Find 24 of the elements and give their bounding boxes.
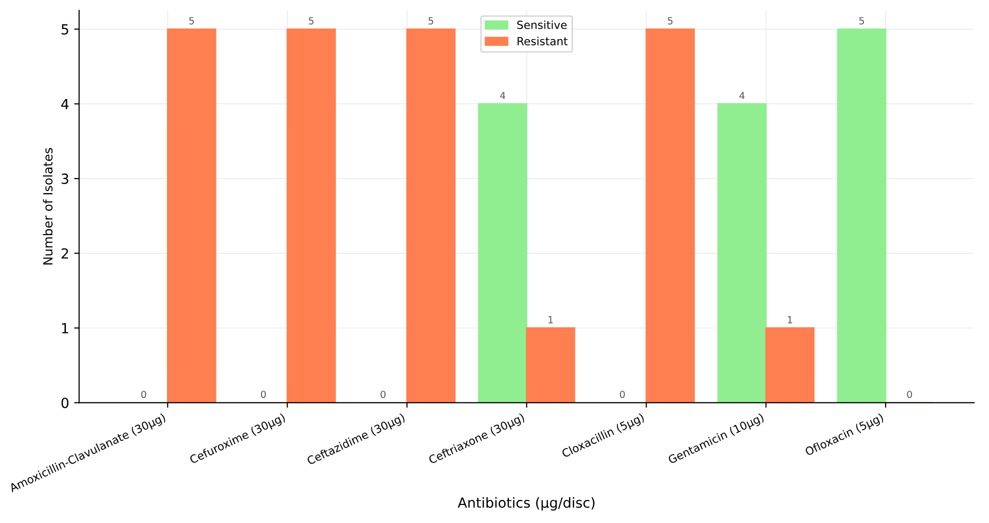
data-label: 0 xyxy=(141,390,146,398)
data-label: 1 xyxy=(548,316,553,324)
data-label: 4 xyxy=(500,92,506,100)
y-tick-label: 2 xyxy=(62,248,68,259)
y-tick-label: 3 xyxy=(62,174,68,184)
legend-label: Resistant xyxy=(518,36,568,46)
y-tick-label: 0 xyxy=(61,398,68,408)
data-label: 0 xyxy=(380,390,386,398)
y-tick-label: 4 xyxy=(61,99,69,110)
y-axis-title: Number of Isolates xyxy=(42,148,53,265)
data-label: 4 xyxy=(739,92,745,100)
data-label: 0 xyxy=(620,390,625,398)
x-axis-title: Antibiotics (µg/disc) xyxy=(458,497,594,511)
data-label: 1 xyxy=(788,316,792,324)
data-label: 5 xyxy=(668,17,672,24)
y-tick-label: 5 xyxy=(62,24,68,35)
y-tick-label: 1 xyxy=(62,323,68,334)
data-label: 0 xyxy=(907,390,912,398)
data-label: 0 xyxy=(260,390,266,398)
data-label: 5 xyxy=(308,17,314,24)
data-label: 5 xyxy=(859,17,864,24)
data-label: 5 xyxy=(189,17,194,24)
legend-label: Sensitive xyxy=(517,20,567,30)
data-label: 5 xyxy=(428,17,434,24)
